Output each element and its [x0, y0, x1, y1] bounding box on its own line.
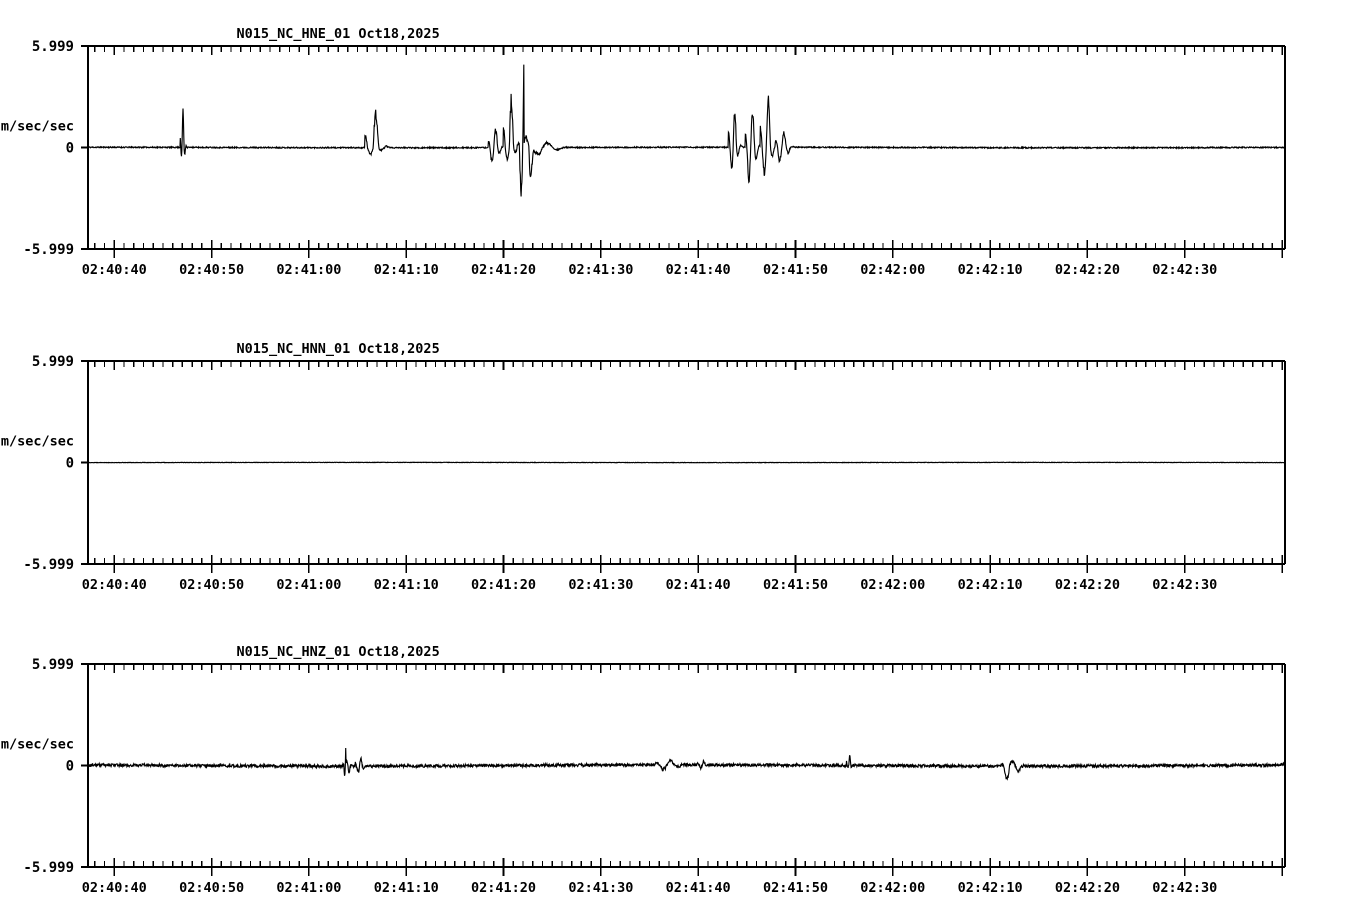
x-tick-label: 02:42:20 [1055, 262, 1120, 278]
x-tick-label: 02:41:30 [568, 577, 633, 593]
x-tick-label: 02:42:00 [860, 262, 925, 278]
x-tick-label: 02:41:10 [374, 577, 439, 593]
panel-title: N015_NC_HNE_01 Oct18,2025 [237, 26, 440, 42]
x-tick-label: 02:41:20 [471, 880, 536, 896]
seismogram-plot-hnn[interactable]: N015_NC_HNN_01 Oct18,2025 5.999 0 -5.999 cm/… [0, 315, 1358, 615]
seismogram-panel-hnz: N015_NC_HNZ_01 Oct18,2025 5.999 0 -5.999 cm/… [0, 618, 1358, 918]
x-tick-label: 02:41:20 [471, 262, 536, 278]
x-tick-label: 02:42:10 [958, 577, 1023, 593]
x-tick-label: 02:42:20 [1055, 577, 1120, 593]
x-tick-label: 02:42:20 [1055, 880, 1120, 896]
y-tick-label-max: 5.999 [32, 657, 74, 673]
x-tick-label: 02:41:30 [568, 262, 633, 278]
y-axis-unit-label: cm/sec/sec [0, 119, 74, 135]
x-tick-label: 02:40:40 [82, 577, 147, 593]
seismogram-plot-hne[interactable]: N015_NC_HNE_01 Oct18,2025 5.999 0 -5.999 cm/… [0, 0, 1358, 300]
x-tick-label: 02:42:30 [1152, 880, 1217, 896]
waveform-trace [87, 747, 1286, 781]
x-tick-label: 02:41:10 [374, 262, 439, 278]
x-tick-label: 02:40:40 [82, 262, 147, 278]
waveform-trace [87, 64, 1286, 197]
seismogram-panel-hnn: N015_NC_HNN_01 Oct18,2025 5.999 0 -5.999 cm/… [0, 315, 1358, 615]
panel-title: N015_NC_HNN_01 Oct18,2025 [237, 341, 440, 357]
axis-ticks [81, 360, 1283, 573]
panel-title: N015_NC_HNZ_01 Oct18,2025 [237, 644, 440, 660]
x-tick-label: 02:41:30 [568, 880, 633, 896]
y-tick-label-max: 5.999 [32, 39, 74, 55]
x-tick-label: 02:42:30 [1152, 262, 1217, 278]
x-tick-label: 02:40:40 [82, 880, 147, 896]
x-tick-label: 02:41:20 [471, 577, 536, 593]
y-tick-label-min: -5.999 [23, 242, 74, 258]
axis-ticks [81, 45, 1283, 258]
y-axis-unit-label: cm/sec/sec [0, 737, 74, 753]
y-axis-unit-label: cm/sec/sec [0, 434, 74, 450]
x-tick-label: 02:41:40 [666, 577, 731, 593]
x-tick-label: 02:40:50 [179, 262, 244, 278]
x-tick-label: 02:41:00 [276, 262, 341, 278]
x-tick-label: 02:41:40 [666, 262, 731, 278]
x-tick-label: 02:41:50 [763, 880, 828, 896]
waveform-trace [87, 461, 1286, 464]
x-tick-label: 02:41:00 [276, 880, 341, 896]
axis-ticks [81, 663, 1283, 876]
x-tick-label: 02:42:00 [860, 880, 925, 896]
x-tick-label: 02:40:50 [179, 880, 244, 896]
x-tick-label: 02:41:50 [763, 262, 828, 278]
seismogram-panel-hne: N015_NC_HNE_01 Oct18,2025 5.999 0 -5.999 cm/… [0, 0, 1358, 300]
x-tick-label: 02:41:10 [374, 880, 439, 896]
y-tick-label-zero: 0 [66, 759, 74, 775]
y-tick-label-zero: 0 [66, 141, 74, 157]
x-tick-label: 02:41:00 [276, 577, 341, 593]
y-tick-label-min: -5.999 [23, 860, 74, 876]
x-tick-label: 02:41:40 [666, 880, 731, 896]
y-tick-label-max: 5.999 [32, 354, 74, 370]
x-tick-label: 02:42:10 [958, 880, 1023, 896]
y-tick-label-min: -5.999 [23, 557, 74, 573]
x-tick-label: 02:42:10 [958, 262, 1023, 278]
x-tick-label: 02:42:00 [860, 577, 925, 593]
y-tick-label-zero: 0 [66, 456, 74, 472]
seismogram-plot-hnz[interactable]: N015_NC_HNZ_01 Oct18,2025 5.999 0 -5.999 cm/… [0, 618, 1358, 918]
x-tick-label: 02:41:50 [763, 577, 828, 593]
x-tick-label: 02:40:50 [179, 577, 244, 593]
x-tick-label: 02:42:30 [1152, 577, 1217, 593]
